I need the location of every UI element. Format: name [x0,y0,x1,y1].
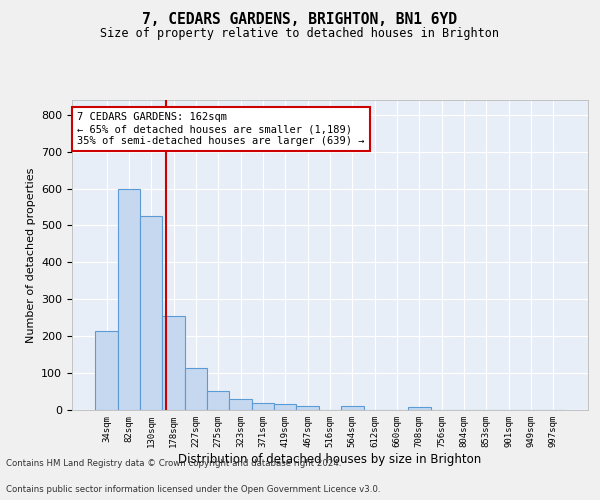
Y-axis label: Number of detached properties: Number of detached properties [26,168,35,342]
Bar [341,406,364,410]
Bar [274,404,296,410]
Text: Contains HM Land Registry data © Crown copyright and database right 2024.: Contains HM Land Registry data © Crown c… [6,458,341,468]
Text: Contains public sector information licensed under the Open Government Licence v3: Contains public sector information licen… [6,485,380,494]
Bar [185,368,207,410]
Bar [252,402,274,410]
Bar [118,188,140,410]
Bar [140,216,163,410]
Bar [207,391,229,410]
Text: 7 CEDARS GARDENS: 162sqm
← 65% of detached houses are smaller (1,189)
35% of sem: 7 CEDARS GARDENS: 162sqm ← 65% of detach… [77,112,365,146]
Bar [163,316,185,410]
Text: Size of property relative to detached houses in Brighton: Size of property relative to detached ho… [101,28,499,40]
Bar [296,406,319,410]
Text: 7, CEDARS GARDENS, BRIGHTON, BN1 6YD: 7, CEDARS GARDENS, BRIGHTON, BN1 6YD [143,12,458,28]
Bar [229,399,252,410]
Bar [408,407,431,410]
X-axis label: Distribution of detached houses by size in Brighton: Distribution of detached houses by size … [178,452,482,466]
Bar [95,330,118,410]
